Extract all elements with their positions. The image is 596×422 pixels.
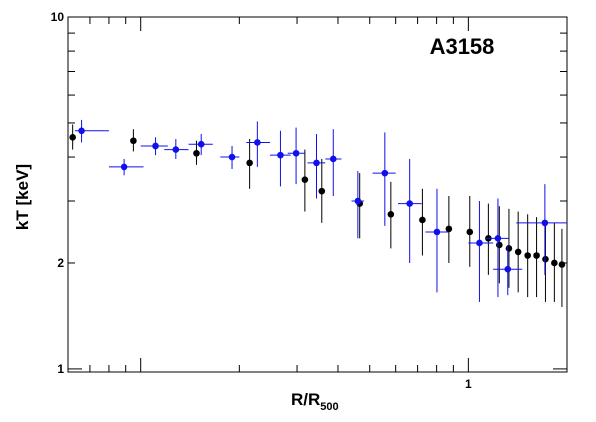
data-marker: [533, 252, 540, 259]
data-point: [516, 184, 567, 275]
data-point: [130, 129, 137, 152]
data-series: [69, 119, 567, 307]
data-point: [269, 130, 291, 187]
data-marker: [433, 228, 441, 236]
data-marker: [387, 211, 395, 218]
data-point: [74, 119, 109, 143]
data-marker: [78, 127, 85, 135]
data-marker: [476, 239, 483, 247]
data-marker: [254, 139, 261, 146]
y-axis-label: kT [keV]: [13, 164, 32, 230]
data-marker: [329, 155, 337, 163]
chart-title: A3158: [430, 34, 495, 59]
data-point: [220, 145, 240, 169]
y-tick-label: 2: [57, 256, 64, 270]
data-marker: [197, 140, 205, 148]
data-marker: [558, 261, 566, 268]
data-point: [445, 195, 453, 263]
data-marker: [228, 153, 236, 161]
data-point: [351, 171, 364, 239]
data-marker: [524, 252, 531, 259]
data-marker: [504, 265, 512, 273]
data-point: [246, 121, 270, 167]
data-marker: [406, 200, 413, 207]
series-1: [69, 124, 566, 307]
data-marker: [130, 137, 137, 145]
data-marker: [381, 169, 389, 177]
data-marker: [301, 176, 309, 183]
data-point: [466, 195, 474, 267]
data-point: [287, 127, 305, 185]
y-tick-labels: 1 2 10: [51, 10, 65, 376]
data-point: [425, 188, 449, 293]
data-point: [542, 219, 549, 302]
data-marker: [542, 255, 549, 263]
data-marker: [172, 146, 180, 153]
data-point: [524, 214, 531, 298]
x-axis-label-main: R/R: [291, 390, 320, 409]
data-point: [468, 201, 494, 302]
x-axis-label: R/R500: [291, 390, 339, 413]
data-marker: [277, 151, 284, 159]
data-point: [164, 139, 189, 159]
data-marker: [496, 241, 503, 249]
data-marker: [246, 159, 253, 167]
axis-ticks: [68, 16, 568, 372]
data-point: [493, 244, 523, 296]
data-point: [419, 188, 426, 256]
data-point: [398, 158, 422, 263]
x-tick-labels: 1: [465, 377, 472, 391]
data-point: [514, 211, 522, 293]
data-marker: [152, 142, 159, 150]
data-point: [533, 217, 540, 298]
data-point: [372, 132, 396, 226]
data-marker: [354, 197, 362, 205]
data-marker: [318, 187, 326, 195]
data-marker: [494, 235, 502, 242]
data-marker: [292, 149, 300, 157]
data-marker: [551, 259, 558, 267]
data-point: [307, 134, 326, 199]
data-point: [246, 139, 253, 189]
data-marker: [193, 149, 200, 157]
data-point: [318, 158, 326, 223]
data-point: [505, 208, 513, 288]
data-point: [193, 140, 200, 165]
plot-frame: [67, 16, 568, 373]
data-point: [387, 181, 395, 249]
data-point: [301, 149, 309, 212]
data-marker: [313, 159, 320, 167]
x-tick-label: 1: [465, 377, 472, 391]
x-axis-label-subscript: 500: [320, 401, 338, 413]
data-marker: [505, 245, 513, 252]
data-point: [140, 137, 168, 156]
data-marker: [419, 216, 426, 224]
data-point: [108, 158, 144, 176]
data-point: [551, 222, 558, 302]
data-point: [69, 124, 76, 150]
data-marker: [445, 225, 453, 233]
data-point: [325, 129, 342, 196]
series-2: [74, 119, 567, 302]
data-marker: [541, 219, 549, 227]
data-marker: [69, 134, 76, 141]
data-point: [558, 228, 566, 307]
y-tick-label: 1: [57, 362, 64, 376]
data-marker: [120, 163, 128, 171]
data-point: [496, 206, 503, 284]
data-marker: [466, 228, 474, 236]
data-point: [485, 203, 492, 275]
data-marker: [514, 248, 522, 256]
y-tick-label: 10: [51, 10, 65, 24]
data-point: [485, 198, 509, 298]
data-point: [188, 134, 213, 156]
